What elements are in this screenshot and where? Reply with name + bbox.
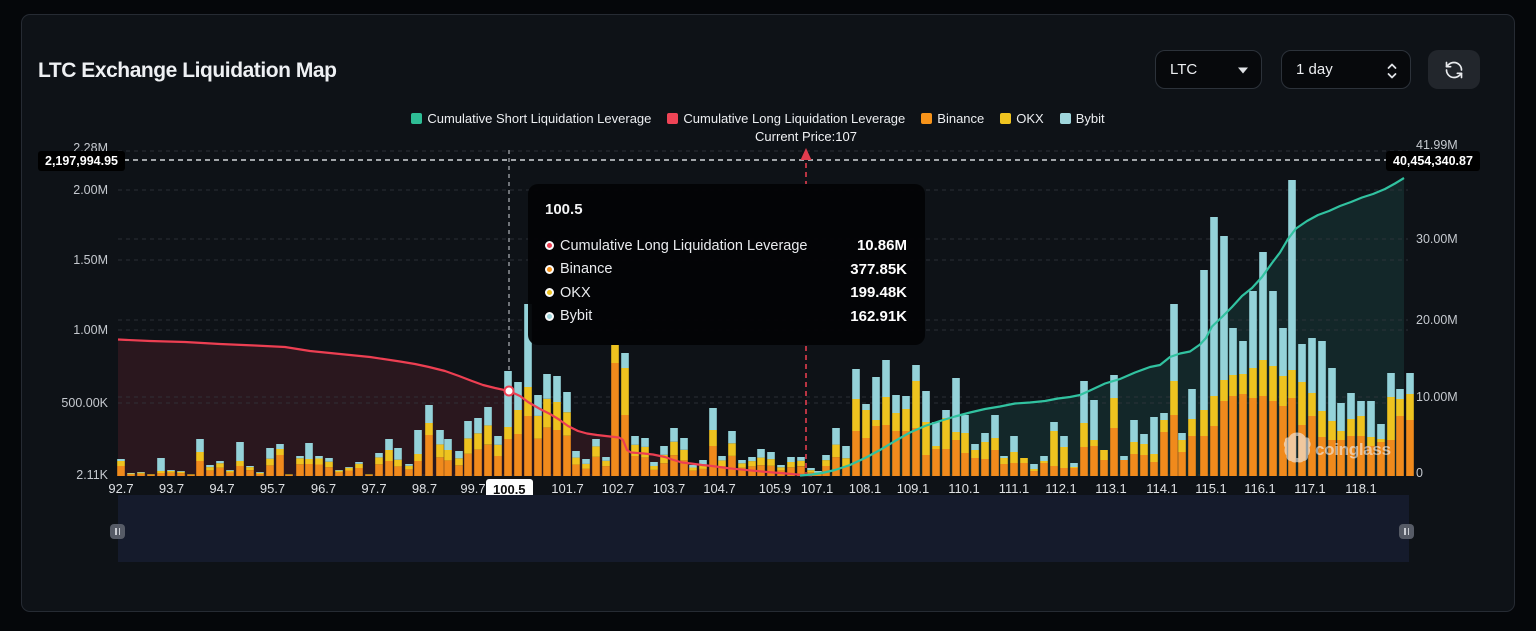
svg-text:coinglass: coinglass (1315, 440, 1391, 459)
